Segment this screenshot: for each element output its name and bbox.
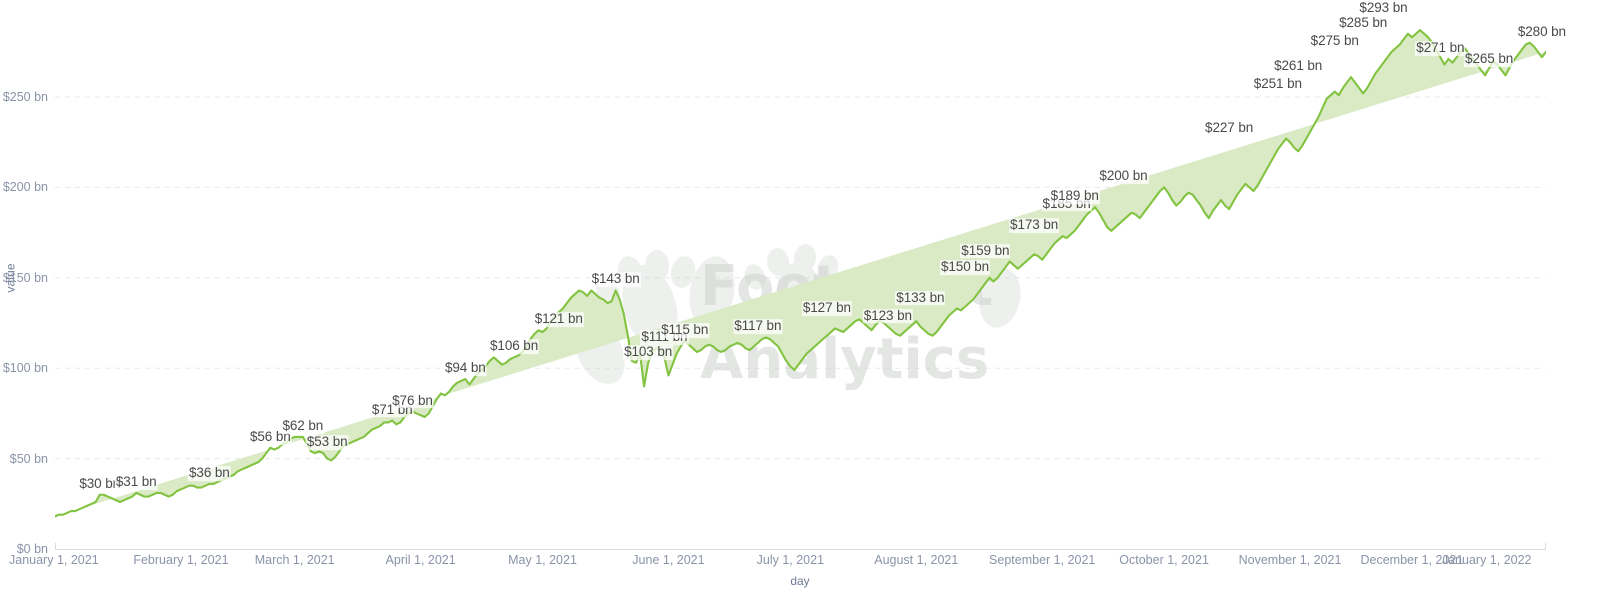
y-axis-tick-label: $100 bn (2, 361, 48, 376)
data-point-label: $31 bn (114, 474, 158, 490)
data-point-label: $36 bn (188, 465, 231, 481)
data-point-label: $275 bn (1309, 32, 1360, 49)
data-point-label: $123 bn (862, 307, 913, 324)
data-point-label: $103 bn (623, 343, 674, 360)
y-axis-tick-label: $50 bn (9, 451, 48, 466)
data-point-label: $173 bn (1009, 217, 1060, 234)
data-point-label: $227 bn (1204, 119, 1255, 136)
data-point-label: $261 bn (1273, 58, 1324, 75)
x-axis-title: day (790, 574, 810, 588)
data-point-label: $251 bn (1252, 76, 1303, 93)
data-point-label: $56 bn (248, 428, 292, 445)
y-axis-tick-label: $200 bn (2, 180, 48, 195)
data-point-label: $285 bn (1338, 14, 1389, 31)
x-axis-tick-label: August 1, 2021 (874, 553, 959, 567)
data-point-label: $159 bn (960, 242, 1011, 259)
x-axis-tick-label: July 1, 2021 (756, 553, 825, 567)
data-point-label: $106 bn (489, 338, 540, 355)
data-point-label: $133 bn (895, 289, 946, 306)
x-axis-tick-label: November 1, 2021 (1238, 553, 1342, 567)
data-point-label: $143 bn (590, 271, 641, 288)
data-point-label: $121 bn (533, 311, 584, 328)
x-axis-tick-label: December 1, 2021 (1360, 553, 1464, 567)
x-axis-tick-label: January 1, 2021 (9, 553, 99, 567)
data-point-label: $62 bn (281, 418, 325, 434)
data-point-label: $117 bn (733, 318, 783, 335)
data-point-label: $76 bn (391, 392, 434, 409)
x-axis-tick-label: October 1, 2021 (1119, 553, 1209, 567)
data-point-label: $94 bn (443, 360, 487, 377)
x-axis-tick-label: April 1, 2021 (385, 553, 456, 567)
x-axis-tick-label: September 1, 2021 (989, 553, 1096, 567)
area-line (55, 29, 1546, 518)
data-point-label: $115 bn (660, 322, 710, 339)
data-point-label: $53 bn (305, 434, 349, 451)
data-point-label: $189 bn (1049, 188, 1100, 205)
x-axis-tick-label: March 1, 2021 (254, 553, 335, 567)
data-point-label: $30 bn (78, 475, 122, 492)
data-point-label: $150 bn (939, 258, 991, 275)
x-axis-tick-label: February 1, 2021 (133, 553, 229, 567)
data-point-label: $293 bn (1358, 0, 1409, 17)
x-axis-tick-label: June 1, 2021 (632, 553, 705, 567)
data-point-label: $200 bn (1098, 168, 1149, 185)
gridlines (55, 96, 1546, 460)
y-axis-tick-label: $150 bn (2, 270, 48, 285)
x-axis-tick-label: May 1, 2021 (508, 553, 577, 567)
data-point-label: $280 bn (1516, 23, 1567, 40)
data-point-label: $265 bn (1464, 51, 1515, 67)
data-point-label: $127 bn (801, 300, 852, 317)
y-axis-tick-label: $250 bn (2, 90, 48, 104)
x-axis-tick-label: January 1, 2022 (1441, 553, 1532, 567)
area-fill (55, 30, 1546, 517)
y-axis-tick-label: $0 bn (16, 542, 48, 556)
data-point-label: $271 bn (1415, 40, 1466, 57)
